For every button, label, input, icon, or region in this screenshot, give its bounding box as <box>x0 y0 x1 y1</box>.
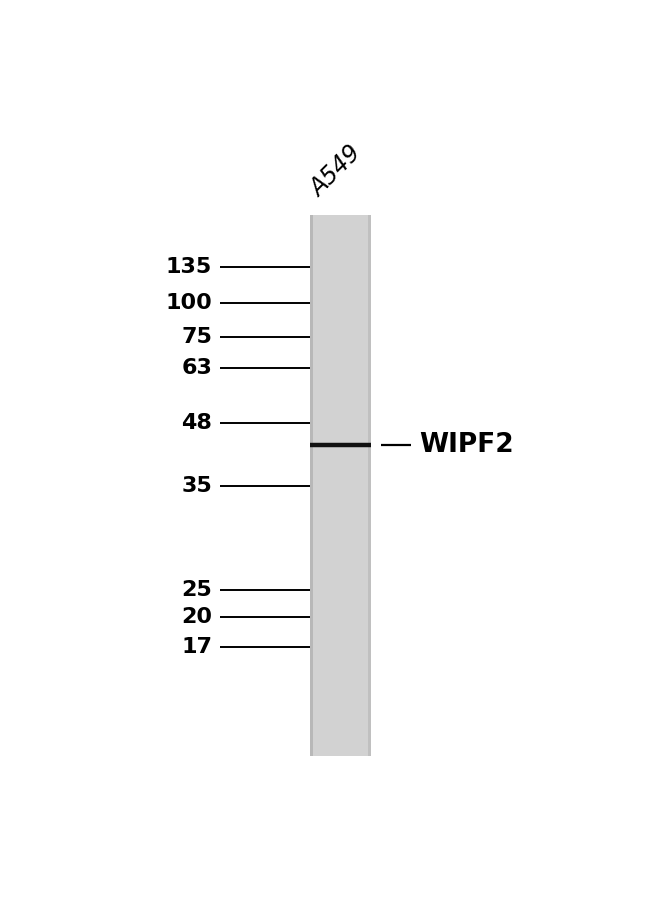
Text: 63: 63 <box>181 358 212 378</box>
Text: 25: 25 <box>181 580 212 599</box>
Text: 35: 35 <box>181 476 212 496</box>
Text: 100: 100 <box>166 293 212 313</box>
Text: 17: 17 <box>181 637 212 657</box>
Bar <box>368 215 371 756</box>
Text: 48: 48 <box>181 413 212 433</box>
Bar <box>311 215 313 756</box>
Text: 20: 20 <box>181 608 212 627</box>
Text: WIPF2: WIPF2 <box>419 433 514 458</box>
Text: 135: 135 <box>166 257 212 277</box>
Text: 75: 75 <box>181 327 212 346</box>
Bar <box>311 215 371 756</box>
Text: A549: A549 <box>306 141 366 202</box>
